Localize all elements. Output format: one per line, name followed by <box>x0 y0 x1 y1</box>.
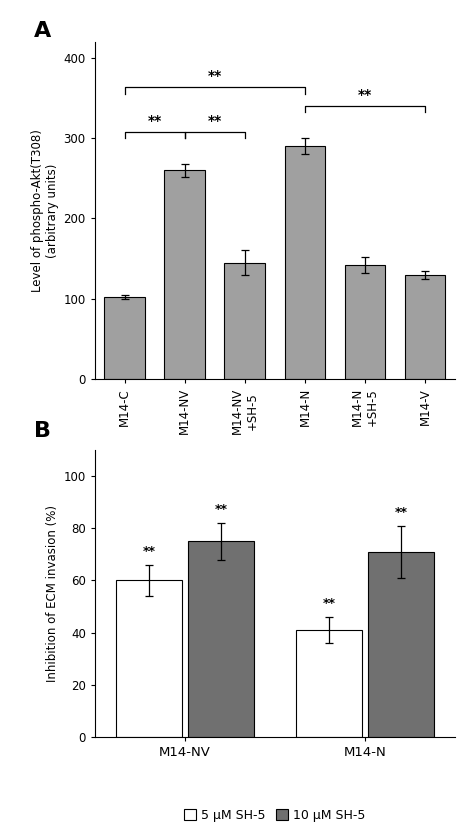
Text: **: ** <box>148 113 162 127</box>
Text: B: B <box>34 421 51 441</box>
Text: **: ** <box>214 503 228 516</box>
Bar <box>345 265 385 379</box>
Text: **: ** <box>322 597 336 611</box>
Text: **: ** <box>208 113 222 127</box>
Bar <box>284 146 325 379</box>
Text: **: ** <box>208 69 222 83</box>
Bar <box>188 541 254 737</box>
Bar <box>368 551 434 737</box>
Text: A: A <box>34 22 51 42</box>
Y-axis label: Inhibition of ECM invasion (%): Inhibition of ECM invasion (%) <box>46 505 59 682</box>
Bar <box>104 297 145 379</box>
Bar <box>116 581 182 737</box>
Bar <box>405 275 446 379</box>
Text: **: ** <box>142 546 155 558</box>
Text: **: ** <box>358 88 372 102</box>
Bar <box>164 170 205 379</box>
Bar <box>225 262 265 379</box>
Y-axis label: Level of phospho-Akt(T308)
(arbitrary units): Level of phospho-Akt(T308) (arbitrary un… <box>31 129 59 292</box>
Text: **: ** <box>394 506 408 519</box>
Bar <box>296 630 362 737</box>
Legend: 5 μM SH-5, 10 μM SH-5: 5 μM SH-5, 10 μM SH-5 <box>182 806 368 825</box>
